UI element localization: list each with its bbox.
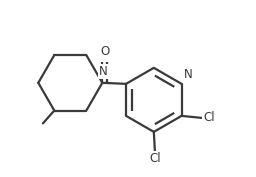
Text: N: N xyxy=(99,65,108,78)
Text: N: N xyxy=(184,68,193,81)
Text: Cl: Cl xyxy=(203,112,215,124)
Text: Cl: Cl xyxy=(149,152,161,164)
Text: O: O xyxy=(100,45,109,58)
